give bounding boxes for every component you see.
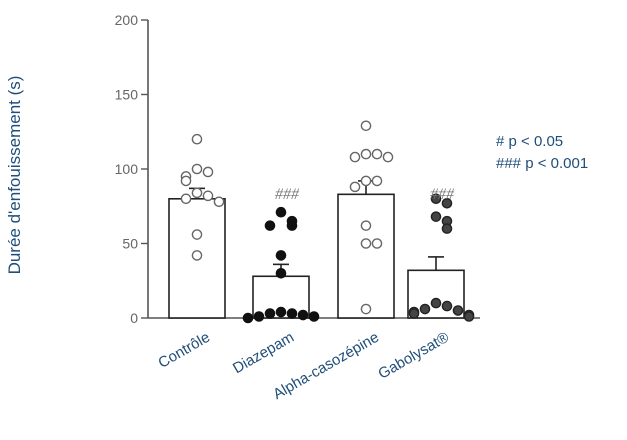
y-tick-label-0: 0 — [130, 310, 138, 326]
data-point-3-10 — [408, 308, 420, 319]
data-point-3-7 — [419, 303, 431, 315]
data-point-1-2 — [286, 220, 298, 231]
data-point-1-9 — [297, 309, 309, 321]
data-point-0-6 — [202, 190, 214, 202]
data-point-3-6 — [441, 300, 453, 312]
y-axis-label-container: Durée d'enfouissement (s) — [2, 0, 28, 440]
category-label-1: Diazepam — [230, 329, 297, 377]
data-point-0-4 — [180, 175, 192, 187]
significance-1: ### — [275, 186, 300, 203]
category-label-3: Gabolysat® — [375, 329, 452, 383]
data-point-1-11 — [308, 311, 320, 322]
data-point-2-3 — [349, 151, 361, 163]
data-point-3-5 — [430, 297, 442, 309]
data-point-0-8 — [213, 196, 225, 208]
bar-2 — [337, 193, 395, 319]
data-point-0-5 — [191, 187, 203, 199]
annotation-p-0001: ### p < 0.001 — [496, 155, 589, 172]
data-point-3-2 — [430, 211, 442, 222]
data-point-2-6 — [371, 175, 383, 187]
data-point-3-4 — [441, 223, 453, 234]
data-point-3-1 — [441, 197, 453, 209]
y-tick-label-50: 50 — [122, 236, 138, 252]
data-point-1-6 — [275, 306, 287, 318]
data-point-0-2 — [202, 166, 214, 178]
data-point-2-2 — [371, 148, 383, 160]
data-point-1-8 — [264, 308, 276, 319]
data-point-2-1 — [360, 148, 372, 160]
y-axis-label: Durée d'enfouissement (s) — [5, 75, 24, 275]
data-point-1-4 — [275, 250, 287, 261]
data-point-1-3 — [264, 220, 276, 231]
annotation-p-005: # p < 0.05 — [496, 133, 564, 150]
data-point-1-10 — [253, 311, 265, 322]
data-point-1-0 — [275, 206, 287, 218]
data-point-2-8 — [360, 220, 372, 231]
y-tick-label-100: 100 — [115, 161, 139, 177]
data-point-2-9 — [360, 238, 372, 249]
data-point-1-7 — [286, 308, 298, 319]
data-point-2-5 — [360, 175, 372, 187]
data-point-0-0 — [191, 133, 203, 145]
data-point-0-1 — [191, 163, 203, 175]
data-point-3-12 — [463, 311, 475, 322]
y-tick-label-200: 200 — [115, 12, 139, 28]
data-point-3-0 — [430, 193, 442, 205]
data-point-2-10 — [371, 238, 383, 249]
data-point-3-8 — [452, 305, 464, 316]
data-point-2-11 — [360, 303, 372, 315]
data-point-0-9 — [191, 229, 203, 240]
data-point-1-5 — [275, 267, 287, 279]
data-point-2-7 — [349, 181, 361, 193]
significance-3: ### — [430, 186, 455, 203]
data-point-2-4 — [382, 151, 394, 163]
data-point-0-7 — [180, 193, 192, 205]
y-tick-label-150: 150 — [115, 87, 139, 103]
category-label-0: Contrôle — [155, 329, 213, 372]
data-point-1-12 — [242, 312, 254, 324]
data-point-0-10 — [191, 250, 203, 261]
data-point-2-0 — [360, 120, 372, 132]
